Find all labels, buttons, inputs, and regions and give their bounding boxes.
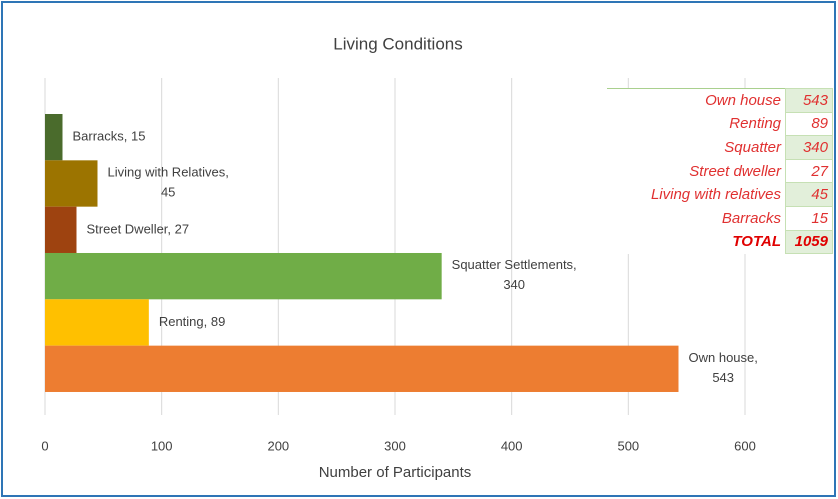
bar xyxy=(45,345,679,392)
data-label: Own house, 543 xyxy=(689,350,758,385)
chart-title: Living Conditions xyxy=(333,34,462,53)
bar xyxy=(45,206,77,253)
x-tick-label: 300 xyxy=(384,438,406,453)
row-label: Squatter xyxy=(724,138,781,156)
x-tick-label: 600 xyxy=(734,438,756,453)
table-row: Barracks 15 xyxy=(607,205,833,231)
row-value: 45 xyxy=(785,182,833,207)
row-value: 89 xyxy=(785,111,833,137)
data-label: Living with Relatives, 45 xyxy=(108,165,229,200)
x-tick-label: 400 xyxy=(501,438,523,453)
data-label: Barracks, 15 xyxy=(73,129,146,144)
bar xyxy=(45,252,442,300)
table-row: TOTAL 1059 xyxy=(607,229,833,255)
row-value: 543 xyxy=(785,88,833,113)
table-row: Own house 543 xyxy=(607,88,833,113)
row-value: 340 xyxy=(785,135,833,160)
data-label: Street Dweller, 27 xyxy=(87,221,190,236)
x-axis-title: Number of Participants xyxy=(319,464,472,481)
data-label: Renting, 89 xyxy=(159,314,226,329)
row-label: Street dweller xyxy=(689,162,781,180)
row-value: 27 xyxy=(785,158,833,184)
row-label: Renting xyxy=(729,115,781,133)
x-tick-label: 500 xyxy=(617,438,639,453)
row-label: Own house xyxy=(705,92,781,110)
table-row: Street dweller 27 xyxy=(607,158,833,184)
summary-table: Own house 543 Renting 89 Squatter 340 Street d… xyxy=(607,88,833,255)
row-value: 15 xyxy=(785,205,833,231)
data-label: Squatter Settlements, 340 xyxy=(452,258,577,293)
x-tick-label: 100 xyxy=(151,438,173,453)
row-label: TOTAL xyxy=(732,233,781,251)
x-tick-label: 200 xyxy=(267,438,289,453)
bar xyxy=(45,114,63,161)
row-label: Living with relatives xyxy=(650,186,781,204)
row-label: Barracks xyxy=(721,209,781,227)
table-row: Living with relatives 45 xyxy=(607,182,833,207)
bar xyxy=(45,299,149,346)
row-value: 1059 xyxy=(785,229,833,255)
table-row: Squatter 340 xyxy=(607,135,833,160)
bar xyxy=(45,160,98,207)
table-row: Renting 89 xyxy=(607,111,833,137)
x-tick-label: 0 xyxy=(41,438,48,453)
